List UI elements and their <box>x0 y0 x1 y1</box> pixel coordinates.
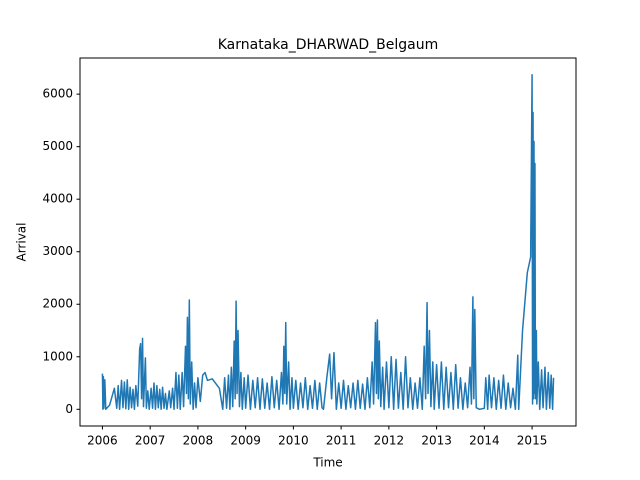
x-tick-label: 2011 <box>326 434 357 448</box>
x-tick-label: 2015 <box>517 434 548 448</box>
y-tick-label: 6000 <box>42 87 73 101</box>
x-tick-label: 2006 <box>87 434 118 448</box>
x-tick-label: 2008 <box>183 434 214 448</box>
y-axis-label: Arrival <box>15 223 29 262</box>
plot-frame <box>79 57 577 427</box>
x-tick-label: 2014 <box>469 434 500 448</box>
x-axis-label: Time <box>312 456 342 470</box>
y-tick-label: 1000 <box>42 349 73 363</box>
x-tick-label: 2009 <box>230 434 261 448</box>
y-tick-label: 0 <box>65 402 73 416</box>
y-tick-label: 2000 <box>42 297 73 311</box>
y-tick-label: 3000 <box>42 244 73 258</box>
data-line <box>101 73 555 411</box>
chart-title: Karnataka_DHARWAD_Belgaum <box>218 37 439 53</box>
y-tick-label: 4000 <box>42 192 73 206</box>
y-tick-label: 5000 <box>42 139 73 153</box>
x-tick-label: 2007 <box>135 434 166 448</box>
x-tick-label: 2013 <box>421 434 452 448</box>
x-tick-label: 2012 <box>374 434 405 448</box>
x-tick-label: 2010 <box>278 434 309 448</box>
